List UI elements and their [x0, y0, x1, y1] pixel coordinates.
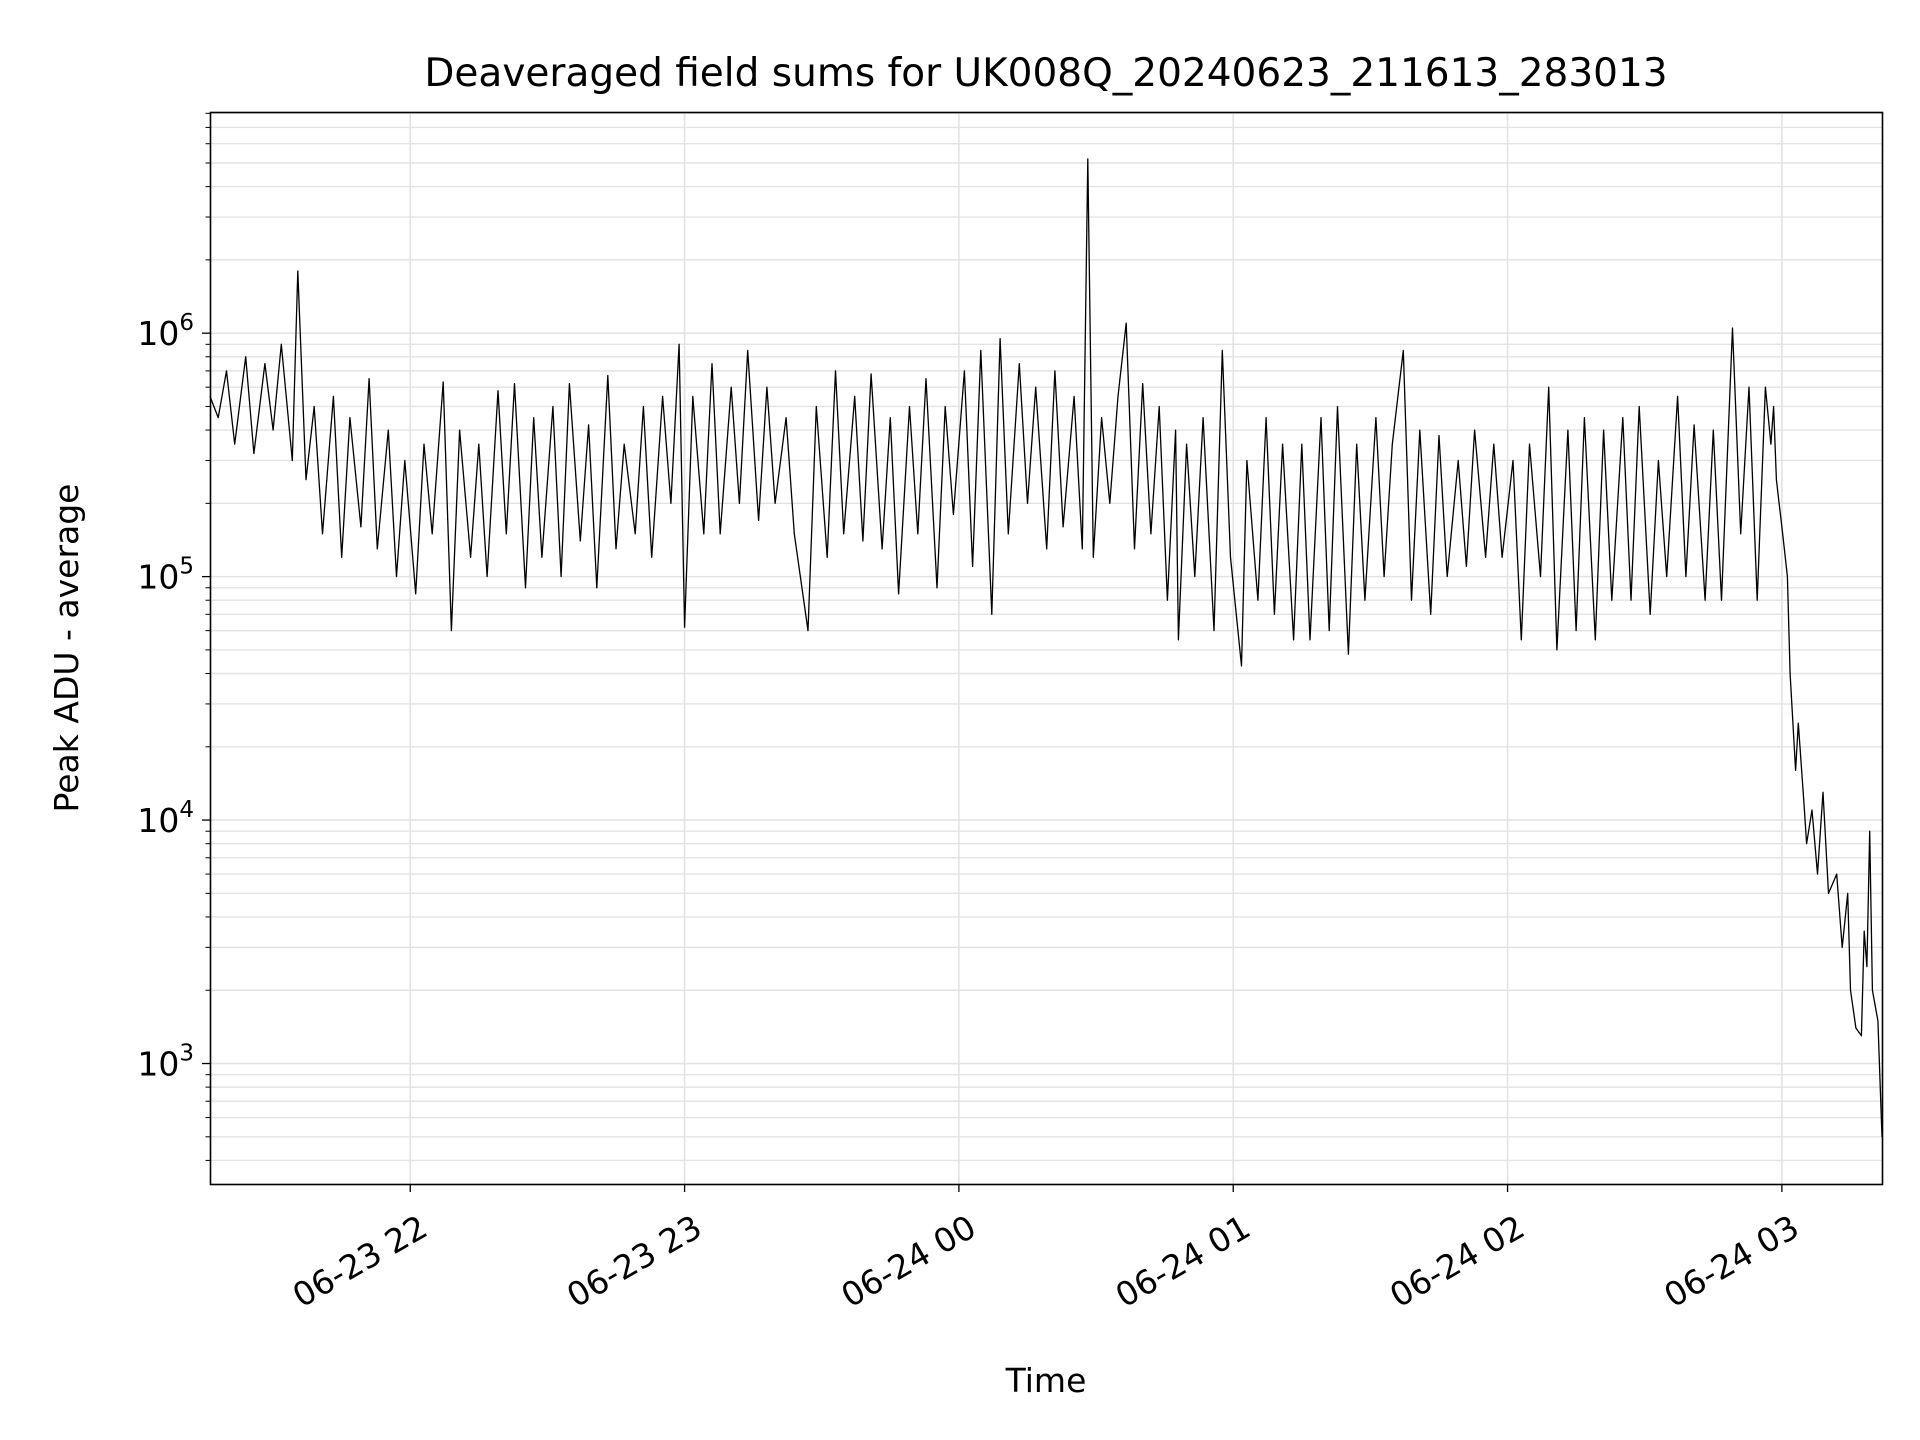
series	[209, 158, 1883, 1137]
y-tick-label: 103	[137, 1041, 194, 1084]
y-tick-base: 10	[137, 314, 179, 353]
grid	[210, 112, 1882, 1184]
y-axis-label: Peak ADU - average	[47, 484, 86, 813]
y-tick-base: 10	[137, 1045, 179, 1084]
x-tick-label: 06-24 01	[1109, 1207, 1257, 1315]
x-tick-label: 06-23 23	[560, 1207, 708, 1315]
y-tick-label: 105	[137, 554, 194, 597]
y-tick-label: 104	[137, 797, 194, 840]
y-tick-base: 10	[137, 801, 179, 840]
x-tick-label: 06-24 03	[1657, 1207, 1805, 1315]
y-tick-exponent: 4	[179, 797, 194, 823]
y-tick-label: 106	[137, 310, 194, 353]
y-tick-exponent: 6	[179, 310, 194, 336]
x-tick-label: 06-24 02	[1383, 1207, 1531, 1315]
series-line	[209, 158, 1883, 1137]
y-tick-exponent: 3	[179, 1041, 194, 1067]
y-tick-exponent: 5	[179, 554, 194, 580]
x-tick-label: 06-23 22	[286, 1207, 434, 1315]
plot-frame	[209, 111, 1884, 1186]
y-tick-base: 10	[137, 558, 179, 597]
x-tick-label: 06-24 00	[834, 1207, 982, 1315]
x-axis: 06-23 22 06-23 23 06-24 00 06-24 01 06-24 02…	[286, 1184, 1805, 1315]
chart-title: Deaveraged field sums for UK008Q_2024062…	[424, 51, 1667, 96]
x-axis-label: Time	[1005, 1361, 1087, 1400]
